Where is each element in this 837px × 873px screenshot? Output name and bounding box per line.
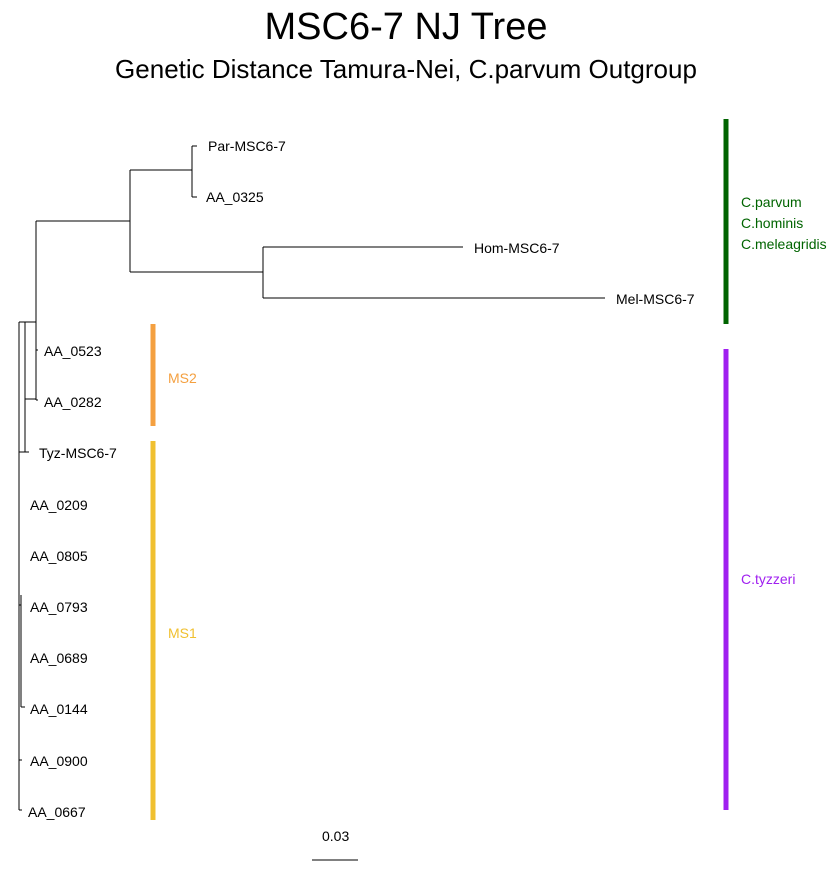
tip-label: AA_0805 — [30, 548, 88, 564]
hominis-clade-label: C.hominis — [741, 215, 803, 231]
scale-bar: 0.03 — [312, 828, 358, 861]
tip-label: Hom-MSC6-7 — [474, 240, 560, 256]
tree-title: MSC6-7 NJ Tree — [264, 6, 548, 48]
tip-label: AA_0144 — [30, 701, 88, 717]
parvum-clade-label: C.parvum — [741, 194, 802, 210]
tip-label: Mel-MSC6-7 — [616, 291, 695, 307]
tree-subtitle: Genetic Distance Tamura-Nei, C.parvum Ou… — [115, 54, 697, 84]
meleagridis-clade-label: C.meleagridis — [741, 236, 827, 252]
tip-labels: Par-MSC6-7 AA_0325 Hom-MSC6-7 Mel-MSC6-7… — [28, 138, 695, 820]
tip-label: AA_0523 — [44, 343, 102, 359]
tip-label: AA_0793 — [30, 599, 88, 615]
scale-bar-label: 0.03 — [322, 828, 349, 844]
tip-label: AA_0689 — [30, 650, 88, 666]
ms2-clade-label: MS2 — [168, 370, 197, 386]
tip-label: AA_0282 — [44, 394, 102, 410]
tip-label: Tyz-MSC6-7 — [39, 445, 117, 461]
tip-label: AA_0209 — [30, 497, 88, 513]
tip-label: Par-MSC6-7 — [208, 138, 286, 154]
clade-annotations: MS2 MS1 C.parvum C.hominis C.meleagridis… — [150, 119, 827, 820]
tip-label: AA_0325 — [206, 189, 264, 205]
tyzzeri-clade-label: C.tyzzeri — [741, 571, 795, 587]
ms1-clade-label: MS1 — [168, 625, 197, 641]
tree-edges — [18, 145, 605, 811]
tip-label: AA_0900 — [30, 753, 88, 769]
tip-label: AA_0667 — [28, 804, 86, 820]
